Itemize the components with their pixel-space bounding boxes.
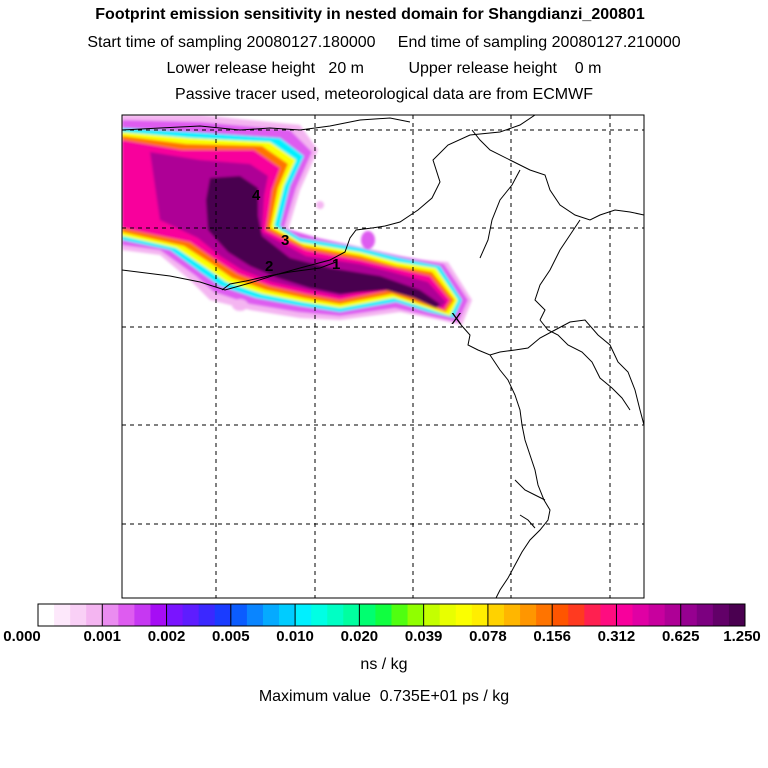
colorbar-swatch bbox=[262, 604, 280, 626]
lat-lon-grid bbox=[122, 115, 644, 598]
colorbar-swatch bbox=[407, 604, 425, 626]
colorbar-swatch bbox=[439, 604, 457, 626]
colorbar-swatch bbox=[214, 604, 232, 626]
colorbar-swatch bbox=[455, 604, 473, 626]
trajectory-marker-2: 2 bbox=[265, 258, 273, 275]
colorbar-swatch bbox=[311, 604, 328, 626]
colorbar-swatch bbox=[632, 604, 650, 626]
colorbar-swatch bbox=[648, 604, 666, 626]
colorbar-swatch bbox=[664, 604, 682, 626]
lower-height-label: Lower release height bbox=[166, 60, 316, 77]
colorbar-swatch bbox=[198, 604, 216, 626]
colorbar-tick-label: 0.625 bbox=[661, 628, 700, 645]
colorbar-swatch bbox=[503, 604, 521, 626]
colorbar-swatch bbox=[230, 604, 248, 626]
colorbar-tick-label: 0.039 bbox=[404, 628, 443, 645]
colorbar-tick-label: 0.078 bbox=[469, 628, 507, 645]
colorbar-swatch bbox=[246, 604, 264, 626]
colorbar-swatch bbox=[70, 604, 87, 626]
colorbar-swatch bbox=[327, 604, 344, 626]
colorbar-swatch bbox=[471, 604, 489, 626]
colorbar-swatch bbox=[696, 604, 714, 626]
start-time-value: 20080127.180000 bbox=[246, 34, 376, 51]
colorbar-tick-label: 0.156 bbox=[533, 628, 571, 645]
colorbar-swatch bbox=[487, 604, 505, 626]
colorbar-swatch bbox=[38, 604, 55, 626]
colorbar-swatch bbox=[86, 604, 103, 626]
colorbar-swatch bbox=[295, 604, 312, 626]
colorbar-swatch bbox=[600, 604, 617, 626]
colorbar-swatch bbox=[150, 604, 168, 626]
colorbar-swatch bbox=[728, 604, 746, 626]
colorbar-swatch bbox=[118, 604, 135, 626]
upper-height-label: Upper release height bbox=[408, 60, 557, 77]
colorbar-tick-label: 0.312 bbox=[597, 628, 636, 645]
colorbar-swatch bbox=[102, 604, 119, 626]
colorbar-swatch bbox=[375, 604, 392, 626]
colorbar-swatch bbox=[279, 604, 296, 626]
lower-height-value: 20 m bbox=[328, 60, 364, 77]
colorbar-swatch bbox=[616, 604, 634, 626]
tracer-note: Passive tracer used, meteorological data… bbox=[175, 86, 593, 103]
colorbar-swatch bbox=[584, 604, 601, 626]
sampling-time-line: Start time of sampling 20080127.180000 E… bbox=[0, 34, 768, 52]
maximum-value: 0.735E+01 ps / kg bbox=[379, 688, 510, 705]
colorbar-swatch bbox=[134, 604, 151, 626]
colorbar-tick-label: 0.002 bbox=[147, 628, 186, 645]
trajectory-marker-3: 3 bbox=[281, 232, 289, 249]
colorbar-swatch bbox=[166, 604, 184, 626]
colorbar-tick-label: 0.000 bbox=[3, 628, 41, 645]
maximum-value-label: Maximum value bbox=[258, 688, 371, 705]
colorbar-tick-label: 0.001 bbox=[83, 628, 122, 645]
coastline-borders bbox=[122, 115, 644, 598]
colorbar-swatch bbox=[568, 604, 585, 626]
trajectory-marker-4: 4 bbox=[252, 187, 261, 204]
upper-height-value: 0 m bbox=[574, 60, 602, 77]
colorbar-tick-label: 0.005 bbox=[212, 628, 250, 645]
colorbar-swatch bbox=[520, 604, 537, 626]
plume-field bbox=[122, 115, 472, 325]
colorbar-unit: ns / kg bbox=[360, 656, 408, 673]
colorbar bbox=[37, 603, 746, 627]
colorbar-tick-label: 0.020 bbox=[340, 628, 379, 645]
colorbar-swatch bbox=[182, 604, 200, 626]
colorbar-swatch bbox=[54, 604, 71, 626]
colorbar-swatch bbox=[712, 604, 730, 626]
colorbar-swatch bbox=[423, 604, 441, 626]
start-time-label: Start time of sampling bbox=[87, 34, 243, 51]
trajectory-markers: 1 2 3 4 X bbox=[252, 187, 462, 328]
colorbar-swatch bbox=[343, 604, 360, 626]
colorbar-swatch bbox=[536, 604, 553, 626]
colorbar-tick-label: 1.250 bbox=[723, 628, 761, 645]
trajectory-marker-1: 1 bbox=[332, 256, 340, 273]
release-height-line: Lower release height 20 m Upper release … bbox=[0, 60, 768, 78]
end-time-label: End time of sampling bbox=[397, 34, 548, 51]
end-time-value: 20080127.210000 bbox=[551, 34, 681, 51]
colorbar-border bbox=[37, 603, 746, 627]
maximum-value-line: Maximum value 0.735E+01 ps / kg bbox=[0, 688, 768, 706]
colorbar-tick-label: 0.010 bbox=[276, 628, 314, 645]
colorbar-swatch bbox=[359, 604, 376, 626]
colorbar-swatch bbox=[391, 604, 409, 626]
plot-title: Footprint emission sensitivity in nested… bbox=[95, 6, 645, 23]
receptor-marker-icon: X bbox=[451, 311, 462, 328]
colorbar-swatch bbox=[552, 604, 569, 626]
map-frame bbox=[121, 114, 645, 599]
colorbar-swatch bbox=[680, 604, 698, 626]
